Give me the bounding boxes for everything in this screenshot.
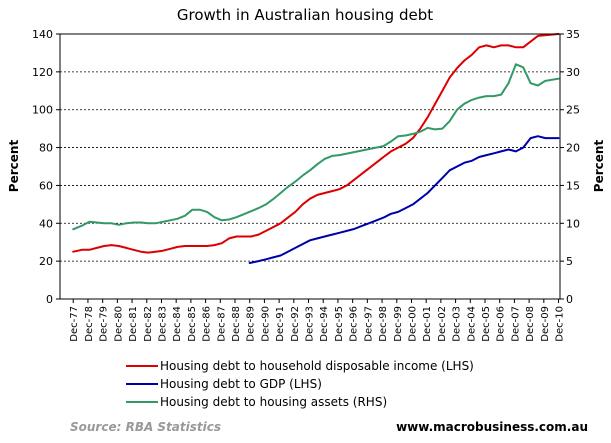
x-tick-label: Dec-85 xyxy=(187,306,198,342)
x-tick-label: Dec-10 xyxy=(555,306,566,342)
x-tick-label: Dec-92 xyxy=(290,306,301,342)
x-tick-label: Dec-88 xyxy=(231,306,242,342)
x-tick-label: Dec-87 xyxy=(216,306,227,342)
gridlines xyxy=(60,71,560,262)
y-left-tick-label: 80 xyxy=(39,142,53,155)
y-right-tick-label: 35 xyxy=(566,28,580,41)
series-line-3 xyxy=(72,63,560,231)
x-tick-label: Dec-09 xyxy=(540,306,551,342)
series-line-1 xyxy=(72,33,560,254)
legend-entry: Housing debt to housing assets (RHS) xyxy=(160,395,387,409)
x-tick-label: Dec-91 xyxy=(275,306,286,342)
x-axis: Dec-77 Dec-78 Dec-79 Dec-80 Dec-81 Dec-82 Dec-… xyxy=(69,299,566,342)
legend-entry: Housing debt to GDP (LHS) xyxy=(160,377,322,391)
y-axis-right-label: Percent xyxy=(592,140,606,193)
y-left-tick-label: 60 xyxy=(39,179,53,192)
x-tick-label: Dec-94 xyxy=(319,306,330,342)
y-left-tick-label: 100 xyxy=(32,104,53,117)
y-axis-left-label: Percent xyxy=(7,140,21,193)
x-tick-label: Dec-03 xyxy=(452,306,463,342)
x-tick-label: Dec-83 xyxy=(157,306,168,342)
x-tick-label: Dec-79 xyxy=(99,306,110,342)
x-tick-label: Dec-07 xyxy=(510,306,521,342)
y-right-tick-label: 0 xyxy=(566,293,573,306)
x-tick-label: Dec-97 xyxy=(363,306,374,342)
x-tick-label: Dec-00 xyxy=(407,306,418,342)
y-left-tick-label: 140 xyxy=(32,28,53,41)
y-left-tick-label: 20 xyxy=(39,255,53,268)
x-tick-label: Dec-82 xyxy=(143,306,154,342)
chart-title: Growth in Australian housing debt xyxy=(177,6,433,24)
y-right-tick-label: 25 xyxy=(566,104,580,117)
y-right-tick-label: 15 xyxy=(566,179,580,192)
y-left-tick-label: 40 xyxy=(39,217,53,230)
x-tick-label: Dec-98 xyxy=(378,306,389,342)
y-left-tick-label: 0 xyxy=(46,293,53,306)
right-axis: 0 5 10 15 20 25 30 35 xyxy=(560,28,580,306)
y-left-tick-label: 120 xyxy=(32,66,53,79)
x-tick-label: Dec-99 xyxy=(393,306,404,342)
x-tick-label: Dec-04 xyxy=(466,306,477,342)
x-tick-label: Dec-78 xyxy=(84,306,95,342)
x-tick-label: Dec-89 xyxy=(246,306,257,342)
x-tick-label: Dec-01 xyxy=(422,306,433,342)
x-tick-label: Dec-81 xyxy=(128,306,139,342)
x-tick-label: Dec-77 xyxy=(69,306,80,342)
series-line-2 xyxy=(248,135,560,264)
legend: Housing debt to household disposable inc… xyxy=(126,359,474,409)
y-right-tick-label: 30 xyxy=(566,66,580,79)
series-layer xyxy=(72,33,560,264)
source-note: Source: RBA Statistics xyxy=(70,420,221,434)
x-tick-label: Dec-84 xyxy=(172,306,183,342)
x-tick-label: Dec-86 xyxy=(202,306,213,342)
x-tick-label: Dec-08 xyxy=(525,306,536,342)
x-tick-label: Dec-05 xyxy=(481,306,492,342)
left-axis: 0 20 40 60 80 100 120 140 xyxy=(32,28,60,306)
plot-area xyxy=(59,33,561,300)
y-right-tick-label: 5 xyxy=(566,255,573,268)
x-tick-label: Dec-90 xyxy=(260,306,271,342)
x-tick-label: Dec-06 xyxy=(496,306,507,342)
y-right-tick-label: 10 xyxy=(566,217,580,230)
x-tick-label: Dec-93 xyxy=(305,306,316,342)
x-tick-label: Dec-96 xyxy=(349,306,360,342)
x-tick-label: Dec-02 xyxy=(437,306,448,342)
website-label: www.macrobusiness.com.au xyxy=(396,420,588,434)
x-tick-label: Dec-80 xyxy=(113,306,124,342)
y-right-tick-label: 20 xyxy=(566,142,580,155)
x-tick-label: Dec-95 xyxy=(334,306,345,342)
legend-entry: Housing debt to household disposable inc… xyxy=(160,359,474,373)
